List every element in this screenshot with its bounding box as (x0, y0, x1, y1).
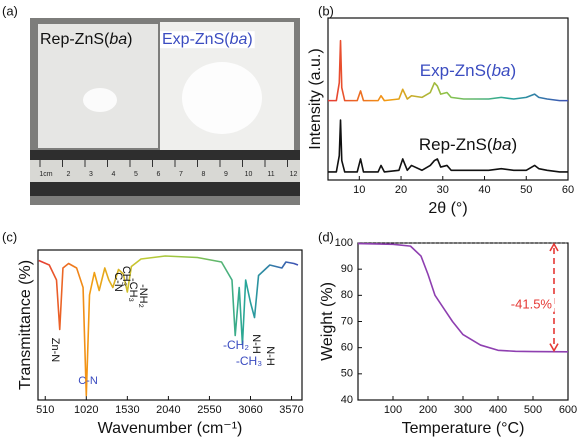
photo-label-part: ba (230, 31, 248, 48)
powder-large (182, 62, 262, 134)
paper-left (38, 24, 158, 148)
y-tick-label: 60 (341, 342, 353, 354)
series-line (328, 119, 568, 173)
y-axis-label: Transmittance (%) (17, 260, 34, 390)
arrow-head (549, 343, 559, 353)
ruler-label: 2 (67, 171, 71, 178)
ruler-label: 3 (89, 171, 93, 178)
series-name-part: Exp-ZnS( (420, 61, 492, 80)
arrow-head (549, 242, 559, 252)
y-tick-label: 100 (335, 237, 353, 249)
series-name: Rep-ZnS(ba) (419, 135, 517, 154)
x-tick-label: 1530 (115, 404, 139, 416)
x-tick-label: 40 (478, 184, 490, 196)
y-axis-label: Intensity (a.u.) (307, 48, 324, 149)
photo-label-part: ) (127, 31, 132, 48)
series-name-part: Rep-ZnS( (419, 135, 493, 154)
x-tick-label: 100 (384, 404, 402, 416)
photo-label-part: Rep-ZnS( (40, 31, 110, 48)
annotation: -NH₂ (137, 284, 149, 308)
ruler-label: 10 (245, 171, 253, 178)
panel-label: (c) (2, 229, 17, 244)
photo-label-part: ba (109, 31, 127, 48)
series-line (357, 242, 569, 353)
plot-frame (357, 242, 569, 401)
y-tick-label: 70 (341, 315, 353, 327)
ruler-scale (30, 160, 300, 182)
photo-label-part: ) (247, 31, 252, 48)
annotation: Zn-N (49, 338, 61, 363)
ruler-label: 5 (134, 171, 138, 178)
powder-small (83, 88, 117, 112)
x-tick-label: 300 (454, 404, 472, 416)
series-name: Exp-ZnS(ba) (420, 61, 516, 80)
ruler-label: 12 (290, 171, 298, 178)
x-tick-label: 2550 (197, 404, 221, 416)
plot-frame (327, 17, 569, 181)
ruler-label: 8 (202, 171, 206, 178)
y-axis-label: Weight (%) (319, 282, 336, 361)
ruler-label: 7 (179, 171, 183, 178)
panel-label: (b) (318, 3, 334, 18)
arrow-label: -41.5% (511, 297, 553, 312)
x-tick-label: 1020 (74, 404, 98, 416)
annotation: CH₃ (120, 266, 132, 286)
series-line (328, 39, 568, 102)
x-axis-label: 2θ (°) (428, 200, 467, 217)
x-tick-label: 20 (395, 184, 407, 196)
annotation: -CH₃ (236, 354, 262, 368)
annotation: C-N (78, 375, 98, 387)
x-tick-label: 3570 (279, 404, 303, 416)
x-tick-label: 30 (437, 184, 449, 196)
x-tick-label: 510 (36, 404, 54, 416)
x-tick-label: 3060 (238, 404, 262, 416)
x-axis-label: Wavenumber (cm⁻¹) (98, 420, 243, 437)
ruler-label: 11 (267, 171, 274, 178)
panel-label: (a) (2, 3, 18, 18)
annotation: -CH₃ (127, 278, 139, 302)
x-tick-label: 10 (353, 184, 365, 196)
x-tick-label: 2040 (156, 404, 180, 416)
y-tick-label: 90 (341, 263, 353, 275)
series-name-part: ba (493, 135, 512, 154)
x-tick-label: 600 (559, 404, 577, 416)
x-tick-label: 200 (419, 404, 437, 416)
ruler-label: 9 (224, 171, 228, 178)
series-name-part: ) (511, 61, 517, 80)
panel-label: (d) (318, 229, 334, 244)
annotation: N-H (250, 334, 262, 354)
photo-label: Rep-ZnS(ba) (40, 31, 132, 48)
annotation: -CH₂ (223, 338, 249, 352)
series-line (38, 255, 299, 397)
y-tick-label: 80 (341, 289, 353, 301)
series-name-part: ba (492, 61, 511, 80)
ruler-label: 1cm (39, 171, 52, 178)
photo-label-part: Exp-ZnS( (162, 31, 230, 48)
series-name-part: ) (511, 135, 517, 154)
photo-label: Exp-ZnS(ba) (162, 31, 253, 48)
x-tick-label: 50 (520, 184, 532, 196)
annotation: C-N (112, 272, 124, 292)
plot-frame (37, 249, 303, 401)
x-tick-label: 400 (489, 404, 507, 416)
photo-label-bg (160, 31, 255, 49)
ruler-label: 6 (157, 171, 161, 178)
x-tick-label: 500 (524, 404, 542, 416)
y-tick-label: 40 (341, 394, 353, 406)
x-axis-label: Temperature (°C) (402, 420, 525, 437)
annotation: N-H (264, 346, 276, 366)
photo (30, 18, 300, 205)
y-tick-label: 50 (341, 368, 353, 380)
arrow-label-bg (508, 296, 555, 312)
x-tick-label: 60 (562, 184, 574, 196)
ruler-label: 4 (112, 171, 116, 178)
